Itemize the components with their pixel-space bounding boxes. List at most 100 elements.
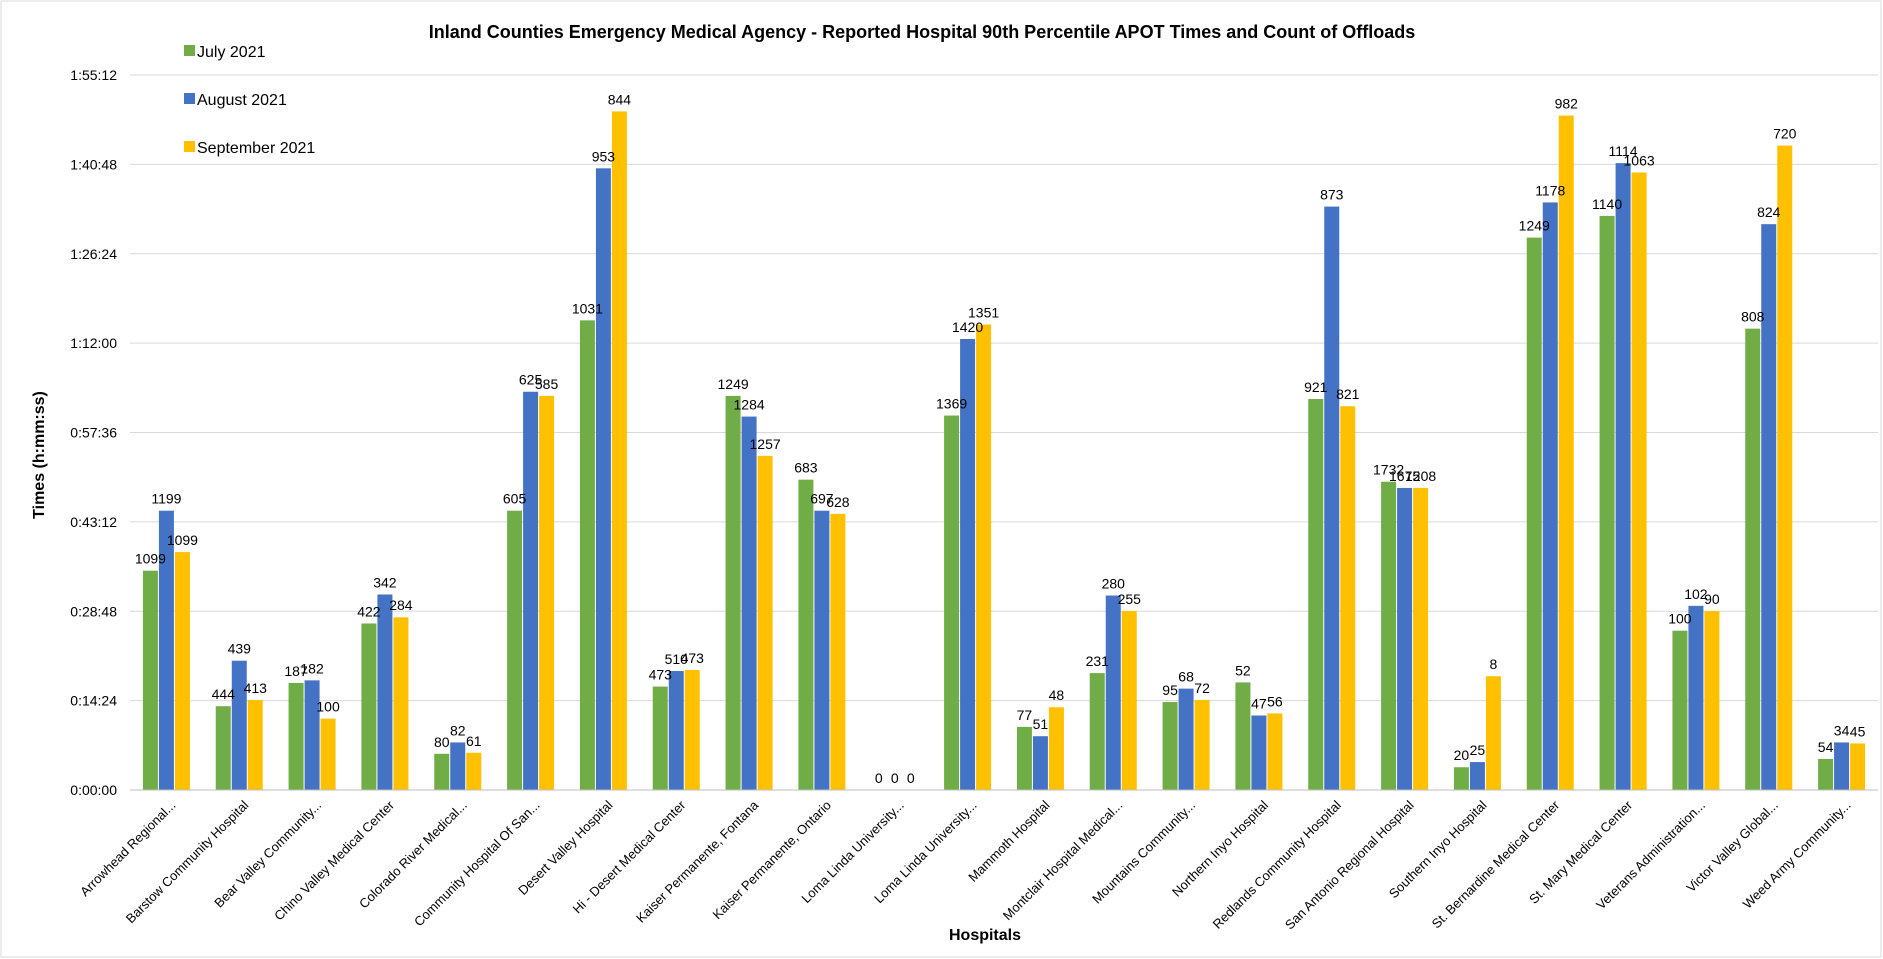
y-tick-label: 0:57:36 (70, 425, 117, 441)
data-label: 80 (434, 734, 450, 750)
data-label: 72 (1194, 680, 1210, 696)
data-label: 808 (1741, 309, 1765, 325)
bar (1688, 605, 1704, 790)
bars (142, 111, 1866, 791)
data-label: 90 (1704, 591, 1720, 607)
bar (1453, 767, 1469, 790)
bar (1267, 713, 1283, 790)
x-axis-title: Hospitals (949, 927, 1021, 944)
bar (1526, 237, 1542, 790)
bar (611, 111, 627, 790)
bar (1032, 736, 1048, 790)
bar (741, 416, 757, 790)
data-label: 510 (665, 651, 689, 667)
data-label: 1257 (750, 436, 781, 452)
data-label: 473 (681, 650, 705, 666)
data-label: 1099 (135, 551, 166, 567)
data-label: 68 (1178, 669, 1194, 685)
bar (1048, 707, 1064, 790)
bar (231, 660, 247, 790)
y-tick-label: 1:26:24 (70, 246, 117, 262)
bar (1599, 215, 1615, 790)
data-label: 982 (1555, 96, 1579, 112)
bar (652, 686, 668, 790)
y-tick-label: 1:12:00 (70, 335, 117, 351)
bar (944, 415, 960, 790)
data-label: 187 (284, 663, 308, 679)
bar (1469, 762, 1485, 790)
data-label: 20 (1454, 747, 1470, 763)
legend-swatch (184, 45, 195, 56)
bar (142, 570, 158, 790)
data-label: 77 (1017, 707, 1033, 723)
bar (450, 742, 466, 790)
data-label: 1284 (734, 397, 765, 413)
y-axis-title: Times (h:mm:ss) (31, 391, 48, 519)
bar (1105, 595, 1121, 790)
data-label: 8 (1490, 656, 1498, 672)
bar (1178, 688, 1194, 790)
bar (960, 338, 976, 790)
bar (1558, 115, 1574, 791)
bar (1745, 328, 1761, 790)
data-label: 280 (1102, 576, 1126, 592)
bar (725, 395, 741, 790)
bar (466, 752, 482, 790)
bar (1834, 742, 1850, 790)
legend-label: July 2021 (197, 44, 266, 61)
y-tick-label: 1:55:12 (70, 67, 117, 83)
data-label: 95 (1162, 682, 1178, 698)
data-label: 1178 (1535, 182, 1565, 198)
bar (523, 391, 539, 790)
bar (320, 718, 336, 790)
data-label: 182 (300, 660, 324, 676)
data-label: 231 (1086, 653, 1110, 669)
data-label: 0 (875, 770, 883, 786)
data-label: 473 (649, 667, 673, 683)
legend-label: August 2021 (197, 92, 287, 109)
data-label: 1099 (167, 532, 198, 548)
bar (174, 552, 190, 790)
bar (215, 706, 231, 790)
data-label: 1369 (936, 396, 967, 412)
bar (1631, 172, 1647, 790)
bar (1381, 481, 1397, 790)
bar (1340, 406, 1356, 790)
bar (361, 623, 377, 790)
data-label: 625 (519, 372, 543, 388)
data-label: 0 (891, 770, 899, 786)
bar (579, 320, 595, 790)
data-label: 585 (535, 376, 559, 392)
y-axis-tick-labels: 0:00:00 0:14:24 0:28:48 0:43:12 0:57:36 1:12:… (70, 67, 117, 798)
bar (158, 510, 174, 790)
bar (830, 513, 846, 790)
data-label: 697 (810, 491, 834, 507)
data-label: 605 (503, 491, 527, 507)
data-label: 25 (1470, 742, 1486, 758)
y-tick-label: 0:43:12 (70, 514, 117, 530)
legend-swatch (184, 141, 195, 152)
data-label: 628 (826, 494, 850, 510)
data-label: 720 (1773, 126, 1797, 142)
bar (1777, 145, 1793, 790)
bar (434, 753, 450, 790)
bar (757, 455, 773, 790)
data-label: 1031 (572, 300, 603, 316)
data-label: 1199 (151, 491, 181, 507)
bar (377, 594, 393, 790)
y-tick-label: 0:28:48 (70, 603, 117, 619)
bar (1397, 487, 1413, 790)
data-label: 54 (1818, 739, 1834, 755)
data-label: 824 (1757, 204, 1781, 220)
bar (976, 324, 992, 790)
bar (1761, 224, 1777, 790)
data-label: 56 (1267, 693, 1283, 709)
data-label: 1208 (1405, 468, 1436, 484)
bar (1162, 702, 1178, 790)
data-label: 683 (794, 460, 818, 476)
legend: July 2021 August 2021 September 2021 (184, 44, 315, 157)
bar (595, 168, 611, 790)
bar (1121, 611, 1137, 790)
legend-swatch (184, 93, 195, 104)
